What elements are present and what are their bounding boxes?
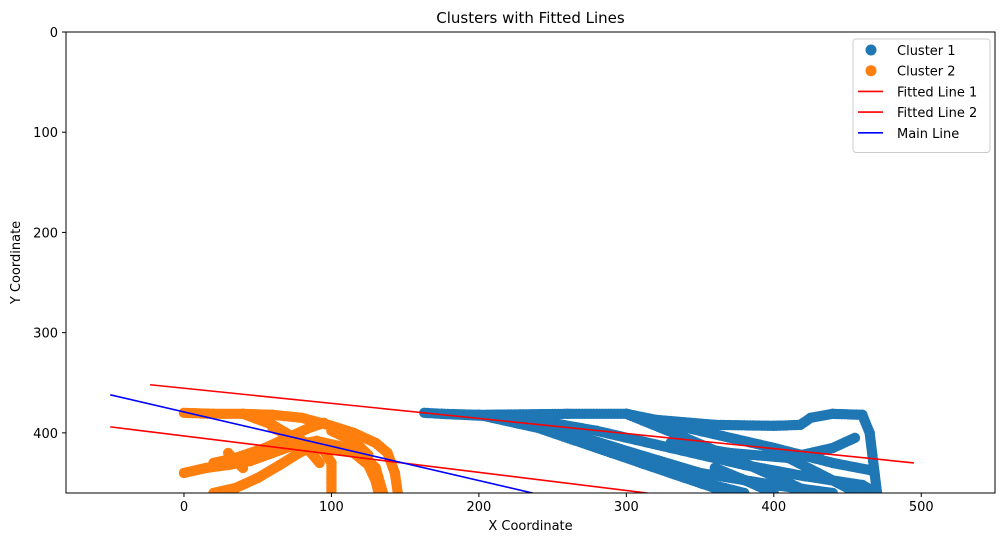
cluster-1-point [805,487,816,493]
legend-label: Fitted Line 2 [897,106,977,121]
x-axis-label: X Coordinate [488,519,572,534]
fitted-line-2 [110,426,653,493]
legend-label: Fitted Line 1 [897,85,977,100]
scatter-layer [178,407,883,493]
cluster-2-point [318,417,330,429]
x-tick-label: 100 [319,500,344,515]
legend-item-main-line: Main Line [858,127,959,142]
y-tick-label: 400 [33,427,58,442]
cluster-2-point [326,487,337,493]
cluster-1-point [871,487,883,493]
legend-label: Cluster 1 [897,44,956,59]
x-tick-label: 0 [180,500,188,515]
cluster-1-point [724,487,735,493]
y-axis-ticks: 0 100 200 300 400 [33,26,66,442]
cluster-2-point [392,487,403,493]
main-line [110,394,536,493]
x-tick-label: 400 [761,500,786,515]
cluster-1-point [857,487,868,493]
legend-label: Cluster 2 [897,65,956,80]
cluster-2-point [373,487,384,493]
cluster-1-point [768,487,780,493]
legend-item-fitted-line-1: Fitted Line 1 [858,85,977,100]
x-tick-label: 200 [466,500,491,515]
legend-marker [865,65,877,77]
y-tick-label: 0 [50,26,58,41]
y-tick-label: 300 [33,327,58,342]
chart-title: Clusters with Fitted Lines [436,9,625,27]
x-tick-label: 300 [614,500,639,515]
y-tick-label: 200 [33,226,58,241]
axes-frame [65,31,996,494]
legend: Cluster 1 Cluster 2 Fitted Line 1 Fitted Li… [852,38,991,153]
plot-area [110,383,914,493]
legend-item-cluster-1: Cluster 1 [865,44,956,59]
cluster-1-point [739,487,750,493]
x-axis-ticks: 0 100 200 300 400 500 [180,493,934,515]
legend-item-fitted-line-2: Fitted Line 2 [858,106,977,121]
legend-marker [865,44,877,56]
fitted-line-1 [149,383,914,464]
cluster-2-point [237,462,249,474]
line-layer [110,383,914,493]
y-tick-label: 100 [33,126,58,141]
legend-item-cluster-2: Cluster 2 [865,65,956,80]
cluster-1-point [827,487,838,493]
cluster-1-point [849,432,861,444]
cluster-1-points [419,407,883,493]
cluster-1-point [868,465,880,477]
cluster-2-point [314,457,325,469]
legend-label: Main Line [897,127,959,142]
x-tick-label: 500 [909,500,934,515]
legend-box [852,38,991,153]
y-axis-label: Y Coordinate [9,221,24,305]
